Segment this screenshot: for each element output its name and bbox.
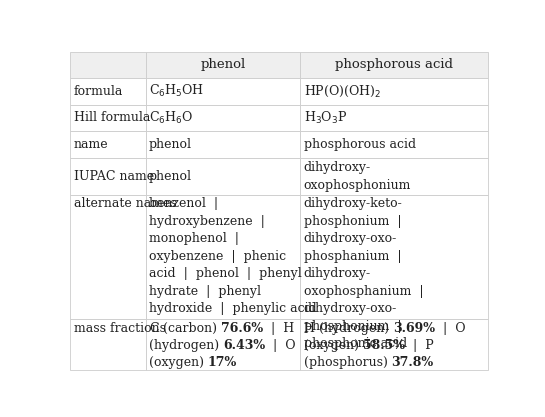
Bar: [146, 105, 300, 131]
Text: H$_3$O$_3$P: H$_3$O$_3$P: [304, 110, 347, 126]
Text: IUPAC name: IUPAC name: [74, 170, 154, 183]
Bar: [300, 319, 488, 369]
Text: phosphorous acid: phosphorous acid: [335, 58, 453, 71]
Text: 76.6%: 76.6%: [221, 322, 263, 335]
Text: 6.43%: 6.43%: [223, 339, 265, 352]
Text: (oxygen): (oxygen): [304, 339, 362, 352]
Bar: [70, 195, 146, 319]
Text: 37.8%: 37.8%: [391, 356, 434, 369]
Text: dihydroxy-keto-
phosphonium  |
dihydroxy-oxo-
phosphanium  |
dihydroxy-
oxophosp: dihydroxy-keto- phosphonium | dihydroxy-…: [304, 198, 423, 350]
Text: (oxygen): (oxygen): [149, 356, 208, 369]
Text: phosphorous acid: phosphorous acid: [304, 138, 416, 151]
Text: H: H: [304, 322, 314, 335]
Text: |  O: | O: [435, 322, 465, 335]
Bar: [146, 52, 300, 78]
Bar: [146, 319, 300, 369]
Bar: [300, 52, 488, 78]
Bar: [70, 131, 146, 158]
Text: benzenol  |
hydroxybenzene  |
monophenol  |
oxybenzene  |  phenic
acid  |  pheno: benzenol | hydroxybenzene | monophenol |…: [149, 198, 317, 316]
Bar: [300, 158, 488, 195]
Text: mass fractions: mass fractions: [74, 322, 166, 335]
Text: C$_6$H$_5$OH: C$_6$H$_5$OH: [149, 83, 204, 100]
Text: (hydrogen): (hydrogen): [149, 339, 223, 352]
Bar: [300, 105, 488, 131]
Text: C: C: [149, 322, 159, 335]
Bar: [300, 131, 488, 158]
Bar: [70, 105, 146, 131]
Text: HP(O)(OH)$_2$: HP(O)(OH)$_2$: [304, 84, 380, 99]
Bar: [70, 158, 146, 195]
Bar: [146, 195, 300, 319]
Bar: [146, 131, 300, 158]
Bar: [146, 78, 300, 105]
Bar: [70, 78, 146, 105]
Bar: [300, 195, 488, 319]
Text: (phosphorus): (phosphorus): [304, 356, 391, 369]
Text: phenol: phenol: [149, 138, 192, 151]
Text: |  H: | H: [263, 322, 294, 335]
Text: phenol: phenol: [200, 58, 245, 71]
Text: |  O: | O: [265, 339, 296, 352]
Bar: [70, 319, 146, 369]
Bar: [70, 52, 146, 78]
Text: formula: formula: [74, 85, 123, 98]
Text: Hill formula: Hill formula: [74, 111, 150, 124]
Text: C$_6$H$_6$O: C$_6$H$_6$O: [149, 110, 193, 126]
Text: phenol: phenol: [149, 170, 192, 183]
Text: (hydrogen): (hydrogen): [314, 322, 393, 335]
Text: alternate names: alternate names: [74, 198, 177, 211]
Text: dihydroxy-
oxophosphonium: dihydroxy- oxophosphonium: [304, 161, 411, 192]
Text: 3.69%: 3.69%: [393, 322, 435, 335]
Text: |  P: | P: [404, 339, 433, 352]
Bar: [146, 158, 300, 195]
Text: 17%: 17%: [208, 356, 237, 369]
Bar: [300, 78, 488, 105]
Text: 58.5%: 58.5%: [362, 339, 404, 352]
Text: (carbon): (carbon): [159, 322, 221, 335]
Text: name: name: [74, 138, 108, 151]
